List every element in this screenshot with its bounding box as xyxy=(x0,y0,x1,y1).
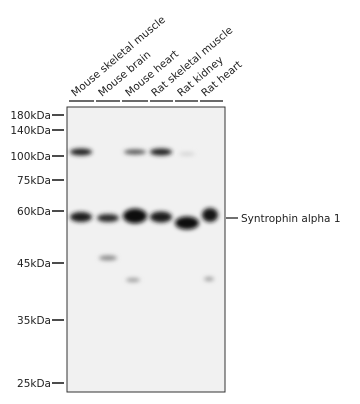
marker-label: 100kDa xyxy=(10,151,51,163)
band xyxy=(123,208,147,224)
band xyxy=(70,212,92,222)
band xyxy=(124,149,146,155)
band xyxy=(179,152,195,156)
marker-label: 75kDa xyxy=(17,175,51,187)
band xyxy=(150,211,172,223)
band xyxy=(202,208,218,222)
marker-label: 35kDa xyxy=(17,315,51,327)
band xyxy=(99,255,117,261)
marker-label: 60kDa xyxy=(17,206,51,218)
marker-label: 180kDa xyxy=(10,110,51,122)
band xyxy=(126,278,140,282)
bands xyxy=(70,148,218,282)
marker-label: 25kDa xyxy=(17,378,51,390)
band xyxy=(175,216,199,230)
band xyxy=(204,277,214,281)
band xyxy=(150,148,172,156)
marker-label: 45kDa xyxy=(17,258,51,270)
blot-membrane xyxy=(66,106,226,393)
marker-label: 140kDa xyxy=(10,125,51,137)
band xyxy=(70,148,92,156)
target-label: Syntrophin alpha 1 xyxy=(241,213,341,225)
band xyxy=(97,214,119,222)
